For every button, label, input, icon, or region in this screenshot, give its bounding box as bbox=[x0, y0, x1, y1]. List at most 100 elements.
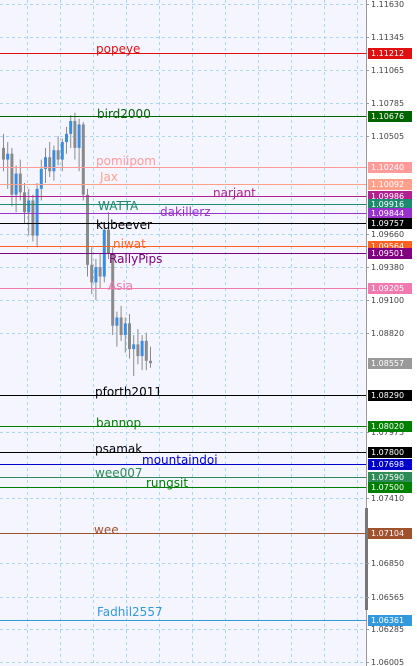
y-tick-label: 1.06005 bbox=[371, 658, 404, 666]
price-label: 1.09844 bbox=[371, 209, 404, 218]
price-label-box bbox=[368, 421, 412, 432]
candle-body bbox=[10, 153, 14, 195]
level-name: niwat bbox=[113, 237, 146, 251]
price-label: 1.07698 bbox=[371, 460, 404, 469]
price-label: 1.07104 bbox=[371, 529, 404, 538]
level-name: kubeever bbox=[96, 218, 152, 232]
candle-body bbox=[56, 150, 60, 160]
price-label-box bbox=[368, 199, 412, 210]
candle-body bbox=[111, 253, 115, 326]
level-name: Asia bbox=[108, 279, 133, 293]
price-label-box bbox=[368, 179, 412, 190]
price-label: 1.09916 bbox=[371, 200, 404, 209]
y-tick-label: 1.11065 bbox=[371, 66, 404, 75]
level-name: wee007 bbox=[95, 466, 142, 480]
price-label: 1.07590 bbox=[371, 473, 404, 482]
level-name: WATTA bbox=[98, 199, 139, 213]
level-name: bird2000 bbox=[97, 107, 151, 121]
last-price-label: 1.08557 bbox=[371, 359, 404, 368]
candle-body bbox=[123, 323, 127, 336]
candle-body bbox=[132, 344, 136, 350]
price-label: 1.09986 bbox=[371, 192, 404, 201]
candle-body bbox=[52, 150, 56, 172]
y-tick-label: 1.11630 bbox=[371, 0, 404, 9]
price-label: 1.09205 bbox=[371, 284, 404, 293]
candle-body bbox=[65, 133, 68, 143]
price-label-box bbox=[368, 390, 412, 401]
level-name: popeye bbox=[96, 42, 140, 56]
level-name: mountaindoi bbox=[142, 453, 218, 467]
price-label-box bbox=[368, 283, 412, 294]
price-label: 1.09564 bbox=[371, 242, 404, 251]
price-label-box bbox=[368, 111, 412, 122]
last-price-box bbox=[368, 358, 412, 369]
candle-body bbox=[77, 124, 81, 148]
y-tick-label: 1.08820 bbox=[371, 329, 404, 338]
price-label-box bbox=[368, 241, 412, 252]
candle-body bbox=[44, 157, 47, 169]
candle-body bbox=[140, 340, 144, 357]
price-label: 1.11212 bbox=[371, 49, 404, 58]
level-name: wee bbox=[94, 523, 119, 537]
price-label-box bbox=[368, 482, 412, 493]
candle-body bbox=[81, 124, 85, 195]
candle-body bbox=[6, 153, 10, 160]
candle-body bbox=[2, 147, 5, 160]
level-name: narjant bbox=[213, 186, 256, 200]
candle-body bbox=[90, 264, 94, 283]
y-tick-label: 1.06285 bbox=[371, 625, 404, 634]
price-label-box bbox=[368, 248, 412, 259]
candle-body bbox=[27, 200, 31, 213]
price-label: 1.08020 bbox=[371, 422, 404, 431]
price-label-box bbox=[368, 472, 412, 483]
candle-body bbox=[86, 194, 89, 265]
price-label: 1.10240 bbox=[371, 163, 404, 172]
y-tick-label: 1.11345 bbox=[371, 33, 404, 42]
candle-body bbox=[144, 340, 148, 361]
candle-body bbox=[94, 267, 98, 283]
candle-body bbox=[69, 120, 73, 134]
grid bbox=[0, 0, 366, 666]
candle-body bbox=[107, 229, 110, 254]
candle-body bbox=[115, 317, 119, 326]
level-name: rungsit bbox=[146, 476, 188, 490]
price-label-box bbox=[368, 218, 412, 229]
price-label: 1.09757 bbox=[371, 219, 404, 228]
price-label-box bbox=[368, 191, 412, 202]
price-label: 1.07800 bbox=[371, 448, 404, 457]
price-label-box bbox=[368, 447, 412, 458]
price-label-box bbox=[368, 48, 412, 59]
level-name: psamak bbox=[95, 442, 142, 456]
level-name: bannop bbox=[96, 416, 141, 430]
price-label: 1.10676 bbox=[371, 112, 404, 121]
candle-body bbox=[48, 157, 52, 172]
level-name: Fadhil2557 bbox=[97, 605, 163, 619]
candle-body bbox=[149, 360, 152, 364]
level-name: dakillerz bbox=[160, 205, 211, 219]
price-label: 1.09501 bbox=[371, 249, 404, 258]
y-tick-label: 1.07410 bbox=[371, 494, 404, 503]
price-label: 1.06361 bbox=[371, 616, 404, 625]
level-name: pforth2011 bbox=[95, 385, 162, 399]
candle-body bbox=[119, 317, 123, 336]
scroll-indicator bbox=[365, 508, 368, 610]
price-label-box bbox=[368, 459, 412, 470]
price-label-box bbox=[368, 208, 412, 219]
price-label: 1.08290 bbox=[371, 391, 404, 400]
candle-body bbox=[39, 168, 43, 189]
price-label-box bbox=[368, 615, 412, 626]
candle-body bbox=[23, 192, 26, 213]
y-tick-label: 1.10785 bbox=[371, 99, 404, 108]
level-name: Jax bbox=[99, 170, 118, 184]
y-tick-label: 1.07975 bbox=[371, 428, 404, 437]
y-tick-label: 1.06565 bbox=[371, 593, 404, 602]
y-tick-label: 1.09380 bbox=[371, 263, 404, 272]
price-label: 1.10092 bbox=[371, 180, 404, 189]
y-tick-label: 1.10505 bbox=[371, 132, 404, 141]
level-name: pomiipom bbox=[96, 154, 156, 168]
price-label-box bbox=[368, 528, 412, 539]
y-tick-label: 1.09660 bbox=[371, 230, 404, 239]
candle-body bbox=[31, 200, 35, 236]
candle-body bbox=[98, 267, 102, 277]
